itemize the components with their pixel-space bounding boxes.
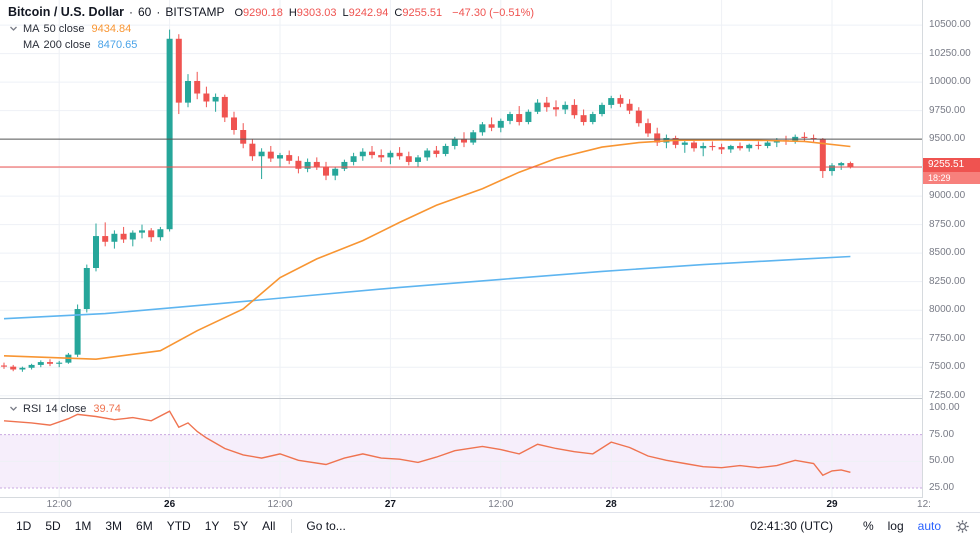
range-button-5d[interactable]: 5D <box>45 519 61 533</box>
price-tick-label: 8250.00 <box>929 275 966 287</box>
range-button-all[interactable]: All <box>262 519 276 533</box>
range-button-1d[interactable]: 1D <box>16 519 32 533</box>
symbol-title[interactable]: Bitcoin / U.S. Dollar <box>8 5 124 19</box>
price-tick-label: 10250.00 <box>929 47 971 59</box>
candlestick-series <box>1 29 854 372</box>
price-tick-label: 8500.00 <box>929 247 966 259</box>
change-label: −47.30 (−0.51%) <box>452 7 535 19</box>
close-key: C <box>394 7 403 19</box>
price-tick-label: 10500.00 <box>929 19 971 31</box>
time-tick-label: 12:00 <box>488 499 514 510</box>
range-button-3m[interactable]: 3M <box>105 519 123 533</box>
last-price-value: 9255.51 <box>923 158 980 172</box>
rsi-tick-label: 100.00 <box>929 402 960 413</box>
interval-label[interactable]: 60 <box>138 5 152 19</box>
rsi-pane[interactable]: RSI 14 close 39.74 <box>0 399 922 497</box>
ohlc-readout: O9290.18 H9303.03 L9242.94 C9255.51 <box>234 7 448 19</box>
exchange-label: BITSTAMP <box>165 5 225 19</box>
time-tick-label: 12:00 <box>267 499 293 510</box>
time-tick-label: 12: <box>917 499 931 510</box>
percent-scale-button[interactable]: % <box>862 519 874 533</box>
ma50-params: 50 close <box>43 22 85 35</box>
close-value: 9255.51 <box>402 7 443 19</box>
price-tick-label: 7750.00 <box>929 332 966 344</box>
rsi-tick-label: 25.00 <box>929 482 955 493</box>
time-tick-label: 12:00 <box>46 499 72 510</box>
time-tick-label: 29 <box>826 499 838 510</box>
time-tick-label: 27 <box>384 499 396 510</box>
range-button-1m[interactable]: 1M <box>74 519 92 533</box>
ma200-legend: MA 200 close 8470.65 <box>8 38 534 51</box>
ma200-params: 200 close <box>43 38 91 51</box>
ma200-value: 8470.65 <box>97 38 138 51</box>
open-value: 9290.18 <box>243 7 283 19</box>
toolbar-divider <box>291 519 293 533</box>
price-tick-label: 8750.00 <box>929 218 966 230</box>
price-tick-label: 9000.00 <box>929 190 966 202</box>
rsi-legend: RSI 14 close 39.74 <box>8 402 121 415</box>
chevron-down-icon[interactable] <box>8 403 21 414</box>
last-price-tag: 9255.51 18:29 <box>923 158 980 184</box>
rsi-value: 39.74 <box>93 402 121 415</box>
price-tick-label: 10000.00 <box>929 76 971 88</box>
separator-dot: · <box>156 5 161 19</box>
range-button-1y[interactable]: 1Y <box>204 519 220 533</box>
range-button-5y[interactable]: 5Y <box>233 519 249 533</box>
auto-scale-button[interactable]: auto <box>917 519 941 533</box>
price-tick-label: 7500.00 <box>929 361 966 373</box>
go-to-button[interactable]: Go to... <box>306 519 346 533</box>
time-tick-label: 26 <box>164 499 176 510</box>
price-tick-label: 9500.00 <box>929 133 966 145</box>
range-button-ytd[interactable]: YTD <box>166 519 191 533</box>
time-tick-label: 12:00 <box>709 499 735 510</box>
range-button-6m[interactable]: 6M <box>136 519 153 533</box>
bottom-toolbar: 1D 5D 1M 3M 6M YTD 1Y 5Y All Go to... 02… <box>0 512 980 539</box>
price-tick-label: 9750.00 <box>929 104 966 116</box>
high-key: H <box>288 7 297 19</box>
rsi-params: 14 close <box>45 402 87 415</box>
ma50-legend: MA 50 close 9434.84 <box>8 22 534 35</box>
log-scale-button[interactable]: log <box>887 519 904 533</box>
ma200-line <box>3 255 851 320</box>
timezone-clock[interactable]: 02:41:30 (UTC) <box>750 519 833 533</box>
ma50-value: 9434.84 <box>91 22 132 35</box>
price-chart-canvas[interactable] <box>0 0 922 398</box>
low-value: 9242.94 <box>348 7 389 19</box>
separator-dot: · <box>129 5 133 19</box>
high-value: 9303.03 <box>296 7 337 19</box>
rsi-tick-label: 50.00 <box>929 455 955 467</box>
rsi-tick-label: 75.00 <box>929 428 955 440</box>
symbol-header: Bitcoin / U.S. Dollar · 60 · BITSTAMP O9… <box>8 5 534 19</box>
rsi-line <box>3 410 851 477</box>
low-key: L <box>342 7 349 19</box>
ma50-line <box>3 139 851 361</box>
rsi-chart-canvas[interactable] <box>0 399 922 497</box>
gear-icon[interactable] <box>955 519 970 534</box>
pane-separator[interactable] <box>0 398 980 399</box>
chevron-down-icon[interactable] <box>8 23 21 34</box>
price-tick-label: 8000.00 <box>929 304 966 316</box>
rsi-name: RSI <box>23 402 42 415</box>
ma50-name: MA <box>23 22 40 35</box>
time-tick-label: 28 <box>605 499 617 510</box>
bar-countdown: 18:29 <box>923 172 980 184</box>
price-tick-label: 7250.00 <box>929 389 966 401</box>
open-key: O <box>234 7 244 19</box>
chart-legend: Bitcoin / U.S. Dollar · 60 · BITSTAMP O9… <box>8 5 534 51</box>
ma200-name: MA <box>23 38 40 51</box>
price-pane[interactable]: Bitcoin / U.S. Dollar · 60 · BITSTAMP O9… <box>0 0 922 398</box>
time-axis[interactable]: 12:00 26 12:00 27 12:00 28 12:00 29 12: <box>0 497 980 513</box>
price-axis[interactable]: 9255.51 18:29 10500.00 10250.00 10000.00 97… <box>922 0 980 498</box>
